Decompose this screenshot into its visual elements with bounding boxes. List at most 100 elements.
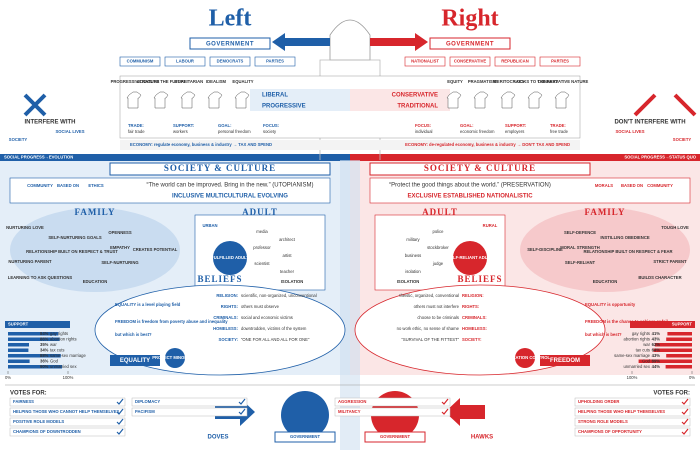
econ-value: workers bbox=[173, 129, 188, 134]
vote-item: HELPING THOSE WHO CANNOT HELP THEMSELVES bbox=[13, 409, 119, 414]
support-category: gay rights bbox=[632, 331, 650, 336]
flag-icon bbox=[633, 93, 697, 117]
adult-title: ADULT bbox=[422, 207, 458, 217]
trait: LOOKS TO THE FUTURE bbox=[137, 79, 187, 84]
support-value: 41% bbox=[652, 331, 661, 336]
support-category: God bbox=[50, 358, 59, 363]
belief-value: no work ethic, no sense of shame bbox=[397, 326, 460, 331]
adult-type: FULFILLED ADULT bbox=[211, 255, 249, 260]
support-value: 36% bbox=[40, 358, 49, 363]
vote-check bbox=[116, 428, 124, 435]
econ-value: employers bbox=[505, 129, 524, 134]
shirt-icon bbox=[126, 91, 142, 109]
support-value: 62% bbox=[652, 342, 661, 347]
vote-item: STRONG ROLE MODELS bbox=[578, 419, 628, 424]
belief-badge: FREEDOM bbox=[550, 358, 580, 364]
belief-value: “SURVIVAL OF THE FITTEST” bbox=[401, 337, 459, 342]
vote-item: POSITIVE ROLE MODELS bbox=[13, 419, 64, 424]
left-gov-box bbox=[189, 37, 271, 50]
equality-badge bbox=[110, 355, 160, 366]
vote-row bbox=[9, 397, 126, 407]
belief-key: RELIGION: bbox=[216, 293, 238, 298]
support-bar bbox=[8, 365, 62, 369]
family-item: OPENNESS bbox=[108, 230, 131, 235]
right-family-oval bbox=[520, 208, 690, 292]
shirt-icon bbox=[554, 91, 570, 109]
values: INCLUSIVE MULTICULTURAL EVOLVING bbox=[172, 194, 288, 200]
belief-key: RIGHTS: bbox=[462, 304, 479, 309]
shirt-icon bbox=[180, 91, 196, 109]
quote: “Protect the good things about the world… bbox=[389, 183, 551, 189]
support-header bbox=[5, 321, 70, 328]
vote-row bbox=[9, 427, 126, 437]
party-box bbox=[539, 56, 581, 67]
votes-title: VOTES FOR: bbox=[10, 391, 47, 397]
belief-value: theistic, organized, conventional bbox=[399, 293, 459, 298]
vote-item: HELPING THOSE WHO HELP THEMSELVES bbox=[578, 409, 665, 414]
support-value: 84% bbox=[40, 331, 49, 336]
community: ETHICS bbox=[88, 183, 104, 188]
family-item: CREATES POTENTIAL bbox=[133, 247, 178, 252]
party-box bbox=[254, 56, 296, 67]
party: REPUBLICAN bbox=[501, 59, 528, 64]
adult-job: police bbox=[433, 229, 445, 234]
adult-isolation: ISOLATION bbox=[281, 279, 304, 284]
support-tick-label: 100% bbox=[63, 375, 74, 380]
econ-key: FOCUS: bbox=[415, 123, 431, 128]
econ-key: TRADE: bbox=[128, 123, 144, 128]
vote-item: AGGRESSION bbox=[338, 399, 366, 404]
beliefs-title: BELIEFS bbox=[457, 274, 502, 284]
vote-check bbox=[441, 408, 449, 415]
vote-item: CHAMPIONS OF OPPORTUNITY bbox=[578, 429, 642, 434]
support-category: unmarried sex bbox=[623, 364, 650, 369]
support-category: unmarried sex bbox=[50, 364, 77, 369]
left-arrow bbox=[272, 33, 330, 51]
vote-check bbox=[681, 398, 689, 405]
support-header bbox=[630, 321, 695, 328]
family-item: MORAL STRENGTH bbox=[560, 245, 599, 250]
belief-question: but which is best? bbox=[115, 332, 152, 337]
immigration-circle bbox=[515, 348, 535, 368]
community: BASED ON bbox=[621, 183, 643, 188]
support-category: God bbox=[642, 358, 651, 363]
side-title: Right bbox=[441, 6, 498, 32]
belief-key: HOMELESS: bbox=[213, 326, 238, 331]
vote-item: PACIFISM bbox=[135, 409, 155, 414]
belief-key: RIGHTS: bbox=[221, 304, 238, 309]
vote-check bbox=[238, 408, 246, 415]
family-item: NURTURING PARENT bbox=[8, 259, 52, 264]
belief-value: downtrodden, victims of the system bbox=[241, 326, 307, 331]
vote-item: DIPLOMACY bbox=[135, 399, 160, 404]
vote-row bbox=[574, 397, 691, 407]
belief-equality: EQUALITY is opportunity bbox=[585, 302, 636, 307]
party-box bbox=[164, 56, 206, 67]
support-tick-label: 100% bbox=[627, 375, 638, 380]
protect-circle bbox=[165, 348, 185, 368]
shirt-icon bbox=[473, 91, 489, 109]
adult-setting: RURAL bbox=[483, 223, 498, 228]
right-gov-box bbox=[429, 37, 511, 50]
interfere-social: SOCIAL LIVES bbox=[55, 129, 84, 134]
belief-value: choose to be criminals bbox=[417, 315, 459, 320]
family-item: NURTURING LOVE bbox=[6, 225, 44, 230]
vote-row bbox=[574, 407, 691, 417]
economy-row bbox=[120, 140, 580, 150]
support-category: war bbox=[50, 342, 57, 347]
adult-isolation: ISOLATION bbox=[397, 279, 420, 284]
community: MORALS bbox=[595, 183, 613, 188]
right-gov-label-box bbox=[364, 431, 426, 443]
support-value: 86% bbox=[40, 336, 49, 341]
support-value: 44% bbox=[652, 364, 661, 369]
government-label: GOVERNMENT bbox=[206, 42, 254, 48]
belief-question: but which is best? bbox=[585, 332, 622, 337]
vote-row bbox=[574, 427, 691, 437]
party-box bbox=[209, 56, 251, 67]
family-title: FAMILY bbox=[74, 207, 115, 217]
support-bar bbox=[8, 337, 60, 341]
spectrum-center-right bbox=[350, 89, 450, 111]
belief-key: SOCIETY: bbox=[219, 337, 238, 342]
bird: HAWKS bbox=[471, 435, 493, 441]
adult-job: business bbox=[405, 253, 422, 258]
vote-item: MILITANCY bbox=[338, 409, 361, 414]
